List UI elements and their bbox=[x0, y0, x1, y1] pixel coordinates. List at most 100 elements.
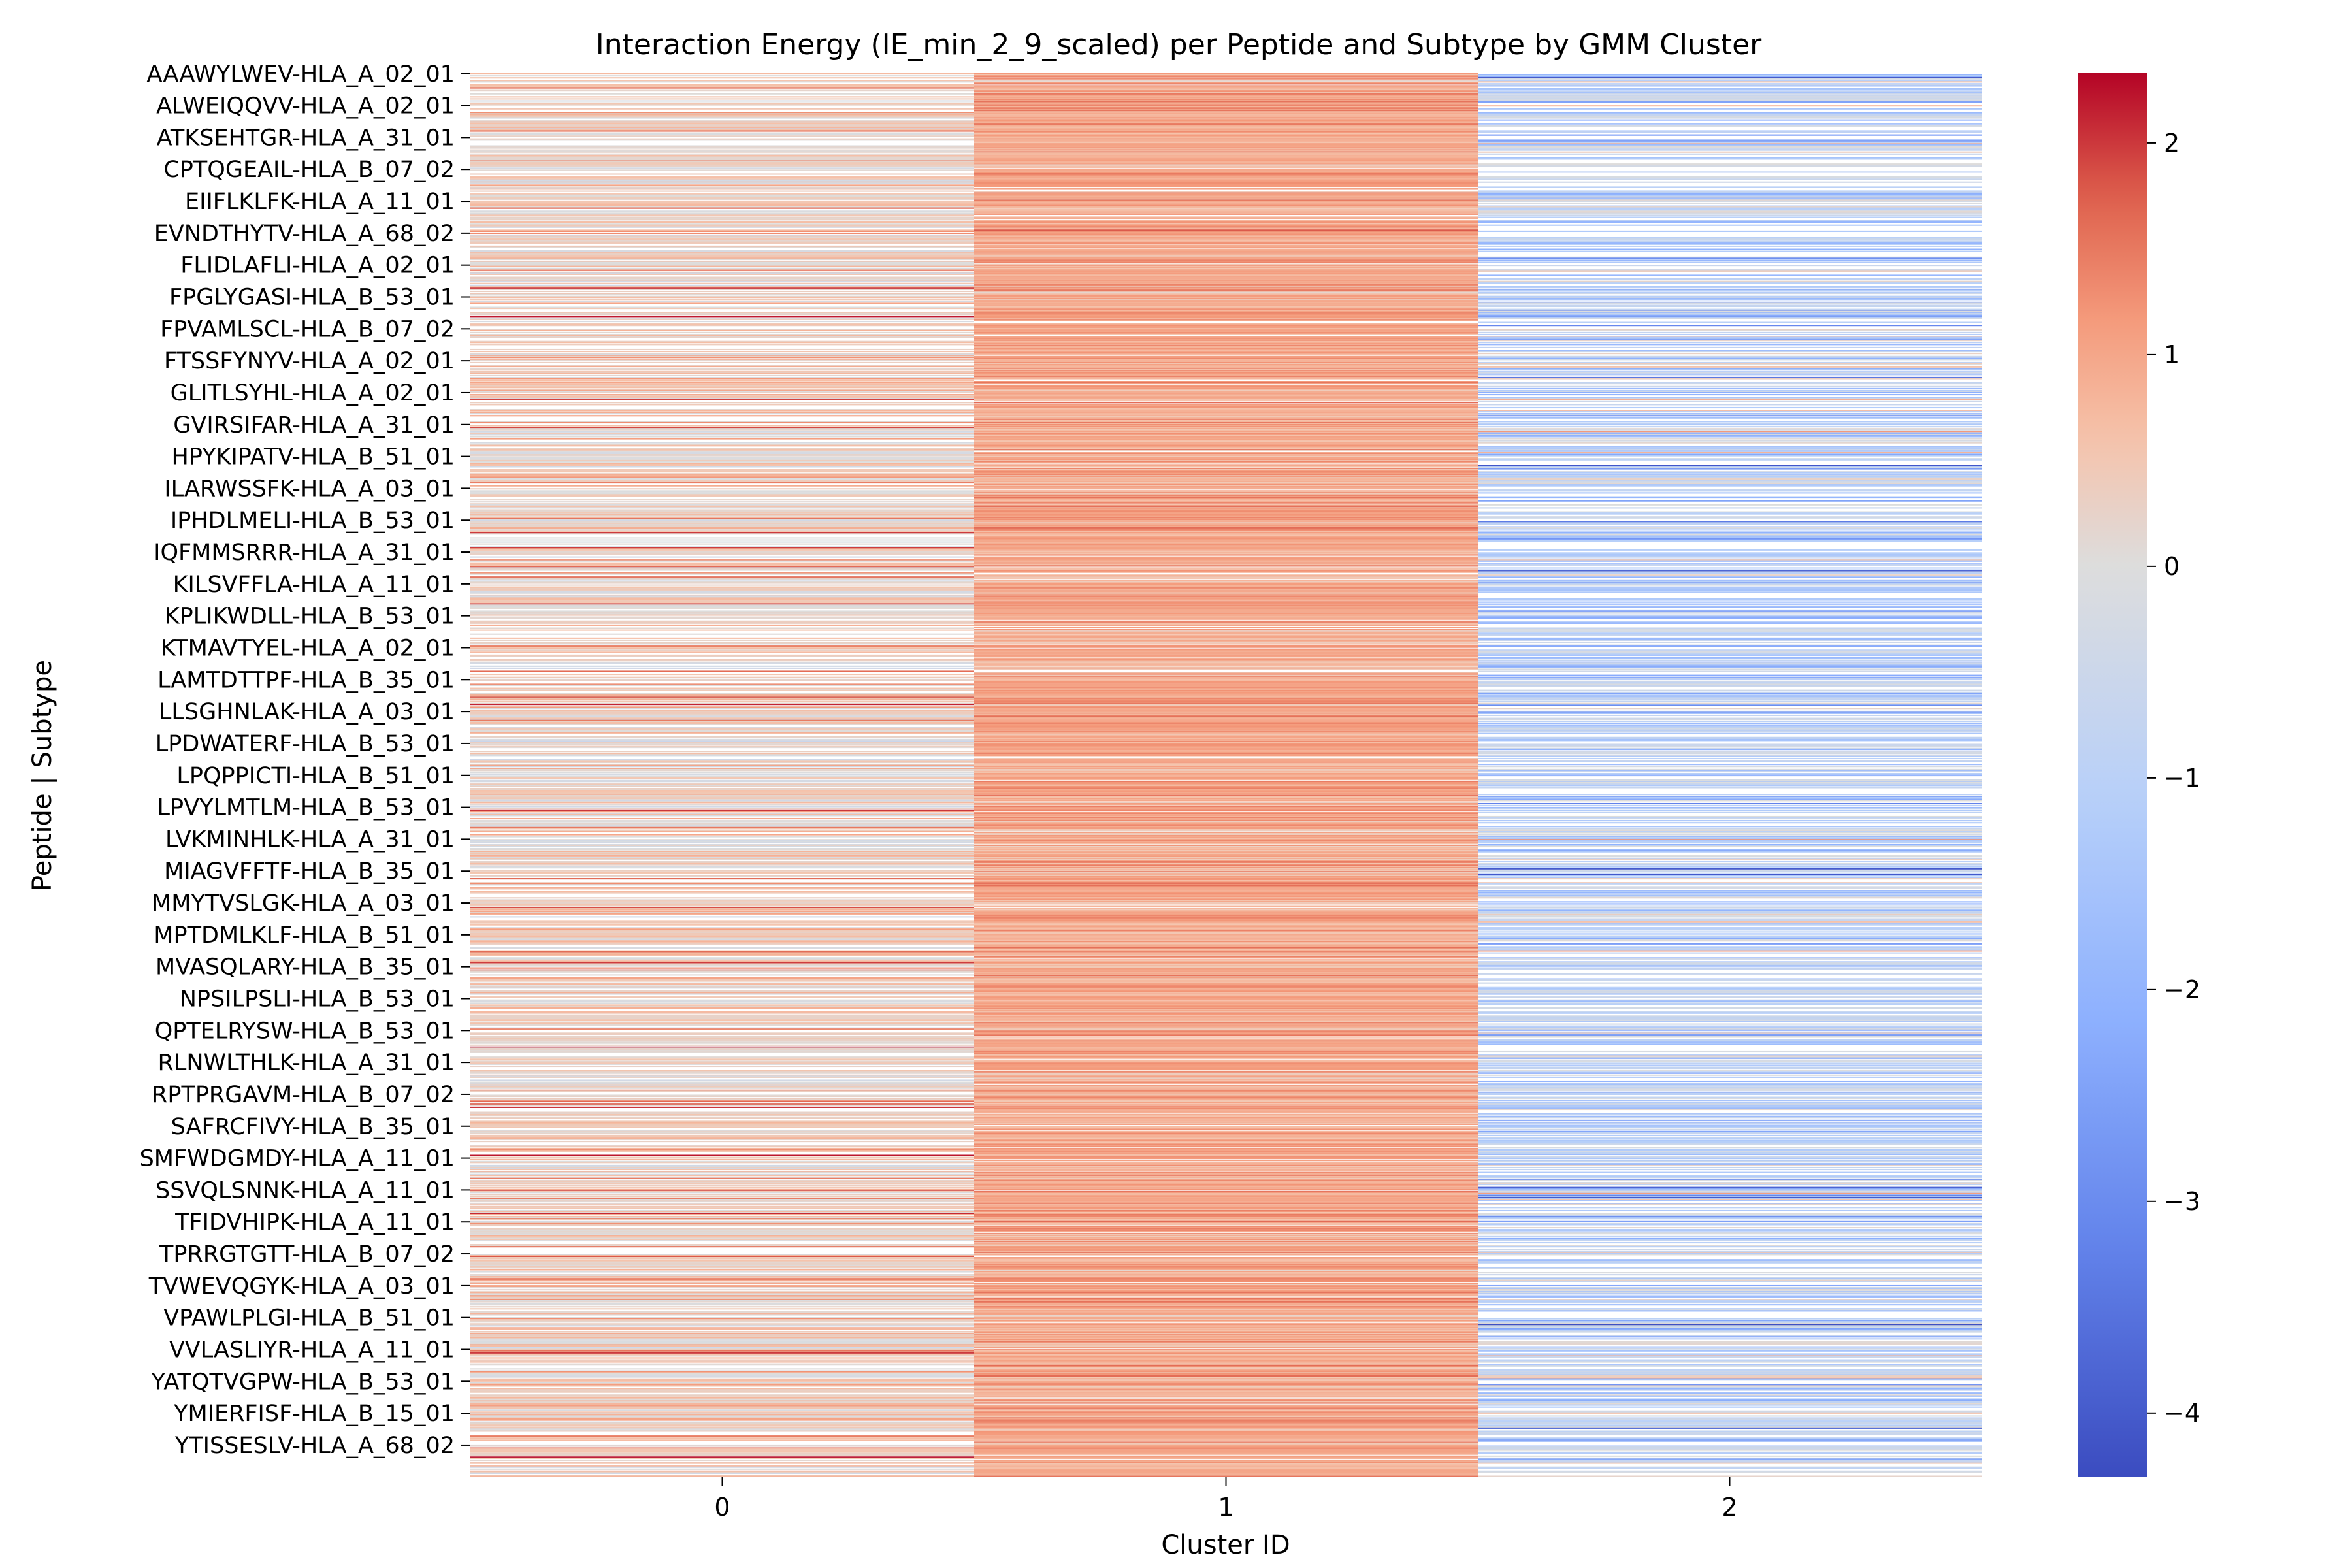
heatmap-cell bbox=[470, 1294, 974, 1296]
heatmap-cell bbox=[974, 399, 1478, 400]
heatmap-cell bbox=[1478, 468, 1982, 470]
heatmap-cell bbox=[1478, 1019, 1982, 1021]
heatmap-cell bbox=[974, 615, 1478, 617]
heatmap-cell bbox=[470, 1258, 974, 1260]
heatmap-cell bbox=[974, 885, 1478, 887]
heatmap-cell bbox=[470, 1277, 974, 1279]
heatmap-cell bbox=[974, 1387, 1478, 1389]
heatmap-cell bbox=[974, 1019, 1478, 1021]
heatmap-cell bbox=[974, 370, 1478, 372]
heatmap-cell bbox=[974, 1350, 1478, 1352]
heatmap-cell bbox=[470, 665, 974, 667]
heatmap-cell bbox=[974, 1160, 1478, 1162]
heatmap-cell bbox=[470, 1475, 974, 1477]
heatmap-cell bbox=[974, 141, 1478, 143]
heatmap-cell bbox=[470, 488, 974, 490]
heatmap-cell bbox=[470, 1100, 974, 1102]
heatmap-cell bbox=[470, 1186, 974, 1188]
heatmap-cell bbox=[974, 502, 1478, 504]
heatmap-cell bbox=[1478, 1341, 1982, 1343]
heatmap-cell bbox=[1478, 1330, 1982, 1332]
heatmap-cell bbox=[974, 100, 1478, 102]
heatmap-cell bbox=[974, 308, 1478, 310]
heatmap-cell bbox=[1478, 858, 1982, 861]
heatmap-cell bbox=[470, 902, 974, 904]
heatmap-cell bbox=[974, 642, 1478, 644]
heatmap-cell bbox=[974, 179, 1478, 181]
heatmap-cell bbox=[470, 1136, 974, 1139]
heatmap-cell bbox=[974, 1179, 1478, 1181]
heatmap-cell bbox=[974, 697, 1478, 699]
heatmap-cell bbox=[974, 1252, 1478, 1254]
heatmap-cell bbox=[470, 202, 974, 204]
heatmap-cell bbox=[974, 887, 1478, 889]
heatmap-cell bbox=[974, 108, 1478, 110]
heatmap-cell bbox=[974, 757, 1478, 760]
heatmap-cell bbox=[974, 914, 1478, 916]
heatmap-cell bbox=[974, 443, 1478, 445]
heatmap-cell bbox=[1478, 344, 1982, 346]
heatmap-cell bbox=[974, 1077, 1478, 1079]
heatmap-cell bbox=[470, 470, 974, 472]
heatmap-cell bbox=[974, 1260, 1478, 1262]
heatmap-cell bbox=[470, 1348, 974, 1350]
heatmap-cell bbox=[974, 1154, 1478, 1156]
heatmap-cell bbox=[470, 1400, 974, 1402]
heatmap-cell bbox=[974, 1459, 1478, 1462]
heatmap-cell bbox=[974, 138, 1478, 140]
heatmap-cell bbox=[1478, 798, 1982, 800]
heatmap-cell bbox=[974, 1293, 1478, 1295]
heatmap-cell bbox=[974, 1330, 1478, 1332]
heatmap-cell bbox=[974, 684, 1478, 687]
heatmap-cell bbox=[974, 862, 1478, 864]
heatmap-cell bbox=[974, 649, 1478, 651]
heatmap-cell bbox=[974, 1063, 1478, 1065]
heatmap-cell bbox=[470, 159, 974, 161]
heatmap-cell bbox=[974, 1292, 1478, 1294]
heatmap-cell bbox=[1478, 730, 1982, 732]
heatmap-cell bbox=[470, 980, 974, 982]
heatmap-cell bbox=[1478, 1196, 1982, 1199]
heatmap-cell bbox=[974, 832, 1478, 834]
heatmap-cell bbox=[974, 969, 1478, 971]
heatmap-cell bbox=[1478, 1130, 1982, 1132]
heatmap-cell bbox=[974, 1123, 1478, 1126]
heatmap-cell bbox=[470, 704, 974, 706]
heatmap-cell bbox=[1478, 282, 1982, 284]
heatmap-cell bbox=[974, 1175, 1478, 1177]
heatmap-cell bbox=[974, 1122, 1478, 1124]
heatmap-cell bbox=[1478, 1237, 1982, 1239]
heatmap-cell bbox=[974, 1335, 1478, 1337]
heatmap-cell bbox=[1478, 144, 1982, 146]
heatmap-cell bbox=[470, 1124, 974, 1126]
heatmap-cell bbox=[1478, 216, 1982, 218]
heatmap-cell bbox=[974, 1053, 1478, 1054]
heatmap-cell bbox=[470, 990, 974, 992]
heatmap-cell bbox=[470, 1421, 974, 1423]
heatmap-cell bbox=[1478, 950, 1982, 952]
heatmap-cell bbox=[1478, 338, 1982, 340]
heatmap-cell bbox=[974, 699, 1478, 702]
heatmap-cell bbox=[470, 493, 974, 495]
heatmap-cell bbox=[470, 993, 974, 995]
heatmap-cell bbox=[1478, 1119, 1982, 1121]
heatmap-cell bbox=[470, 454, 974, 456]
heatmap-cell bbox=[470, 525, 974, 527]
heatmap-cell bbox=[470, 1427, 974, 1429]
heatmap-cell bbox=[1478, 1102, 1982, 1104]
heatmap-cell bbox=[470, 1424, 974, 1426]
heatmap-cell bbox=[1478, 914, 1982, 916]
heatmap-cell bbox=[1478, 1239, 1982, 1242]
heatmap-cell bbox=[1478, 1324, 1982, 1326]
heatmap-cell bbox=[974, 946, 1478, 948]
heatmap-cell bbox=[974, 883, 1478, 885]
heatmap-cell bbox=[974, 1056, 1478, 1058]
heatmap-cell bbox=[974, 1211, 1478, 1213]
heatmap-cell bbox=[470, 710, 974, 712]
heatmap-cell bbox=[974, 532, 1478, 534]
heatmap-cell bbox=[974, 708, 1478, 710]
heatmap-cell bbox=[470, 1306, 974, 1308]
heatmap-cell bbox=[470, 687, 974, 689]
heatmap-cell bbox=[470, 1171, 974, 1173]
heatmap-cell bbox=[470, 848, 974, 850]
